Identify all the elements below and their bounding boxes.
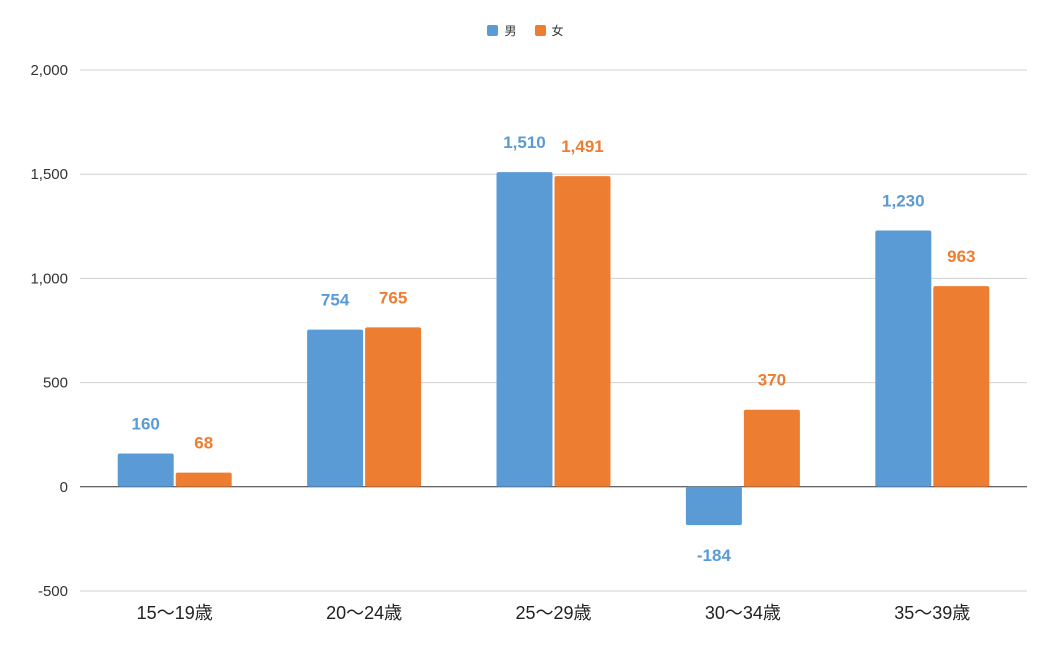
x-category-label: 20〜24歳 xyxy=(326,603,402,623)
data-label: 1,510 xyxy=(503,133,546,152)
bar-female xyxy=(175,472,232,487)
bar-female xyxy=(933,286,990,487)
bar-female xyxy=(365,327,422,487)
bar-male xyxy=(685,486,742,526)
bar-male xyxy=(307,329,364,487)
x-category-label: 25〜29歳 xyxy=(515,603,591,623)
legend-swatch-female xyxy=(534,25,546,36)
legend-swatch-male xyxy=(487,25,499,36)
data-label: -184 xyxy=(697,546,732,565)
bar-male xyxy=(875,230,932,487)
legend-label-female: 女 xyxy=(551,24,564,38)
data-label: 160 xyxy=(132,414,160,433)
bars xyxy=(117,172,990,526)
data-label: 1,491 xyxy=(561,137,604,156)
legend: 男 女 xyxy=(0,22,1051,39)
legend-item-male: 男 xyxy=(487,22,517,39)
legend-label-male: 男 xyxy=(504,24,517,38)
data-label: 370 xyxy=(758,371,786,390)
bar-male xyxy=(117,453,174,487)
grid-lines xyxy=(80,69,1027,592)
y-tick-label: -500 xyxy=(38,583,68,600)
x-category-label: 15〜19歳 xyxy=(137,603,213,623)
y-tick-label: 500 xyxy=(43,375,68,392)
bar-female xyxy=(554,176,611,487)
y-tick-label: 1,000 xyxy=(30,270,68,287)
y-tick-label: 2,000 xyxy=(30,62,68,79)
y-tick-label: 0 xyxy=(60,479,68,496)
data-labels: 160 68 754 765 1,510 1,491 -184 370 1,230 963 xyxy=(132,133,976,565)
data-label: 963 xyxy=(947,247,975,266)
data-label: 765 xyxy=(379,288,407,307)
x-axis: 15〜19歳 20〜24歳 25〜29歳 30〜34歳 35〜39歳 xyxy=(137,603,971,623)
data-label: 1,230 xyxy=(882,191,925,210)
legend-item-female: 女 xyxy=(534,22,564,39)
x-category-label: 30〜34歳 xyxy=(705,603,781,623)
data-label: 754 xyxy=(321,291,350,310)
x-category-label: 35〜39歳 xyxy=(894,603,970,623)
bar-female xyxy=(743,409,800,487)
y-tick-label: 1,500 xyxy=(30,166,68,183)
y-axis: -500 0 500 1,000 1,500 2,000 xyxy=(30,62,68,600)
bar-male xyxy=(496,172,553,487)
data-label: 68 xyxy=(194,434,213,453)
